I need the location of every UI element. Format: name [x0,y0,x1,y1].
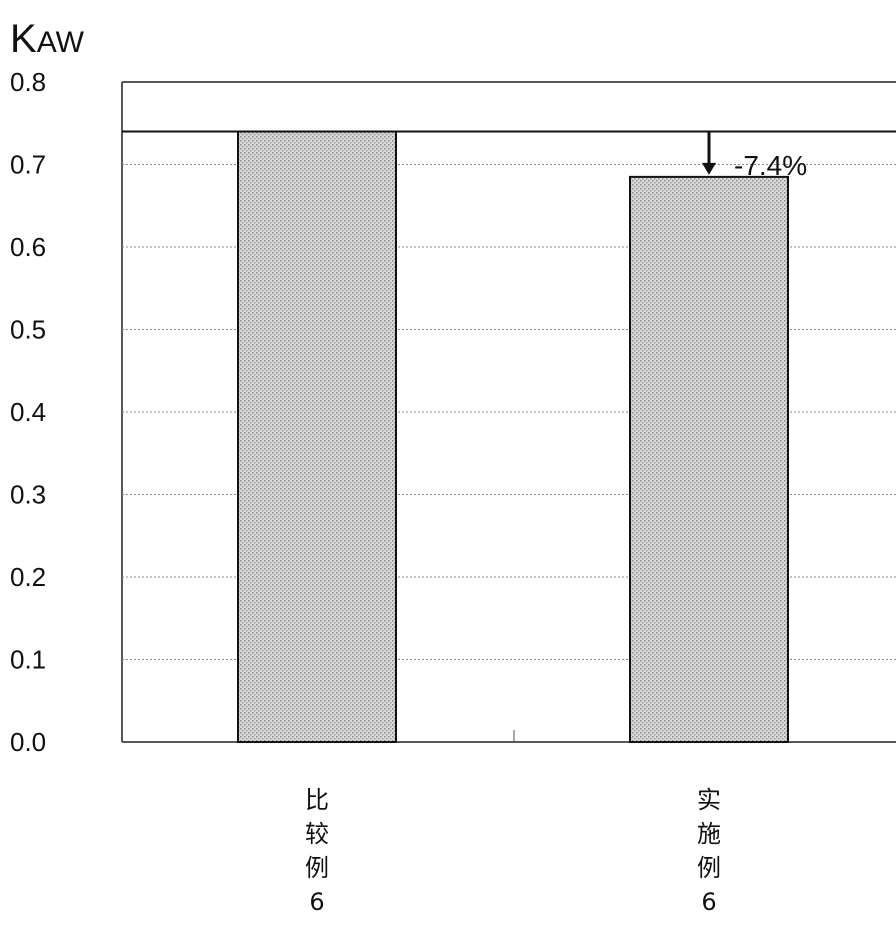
bar [237,130,397,743]
y-tick-label: 0.8 [10,67,46,97]
y-tick-label: 0.7 [10,150,46,180]
y-tick-label: 0.3 [10,480,46,510]
x-category-label-char: 施 [697,820,721,848]
y-axis-label-main: K [10,17,37,61]
y-axis-label: KAW [10,17,85,61]
x-category-label-char: 较 [305,820,329,848]
x-category-label-char: 6 [701,888,716,916]
y-tick-label: 0.0 [10,727,46,757]
y-tick-label: 0.6 [10,232,46,262]
x-category-label-char: 比 [305,786,329,814]
x-category-label-char: 例 [305,854,329,882]
y-tick-label: 0.5 [10,315,46,345]
y-tick-label: 0.2 [10,562,46,592]
bar-layer [237,130,789,743]
annotation-arrow-head [702,162,716,175]
bar [629,175,789,743]
annotation-label: -7.4% [734,150,807,181]
y-tick-label: 0.4 [10,397,46,427]
y-tick-label: 0.1 [10,645,46,675]
x-category-label-char: 6 [309,888,324,916]
x-category-label-char: 例 [697,854,721,882]
x-category-label-char: 实 [697,786,721,814]
y-tick-layer: 0.0 0.1 0.2 0.3 0.4 0.5 0.6 0.7 0.8 [10,67,46,757]
y-axis-label-sub: AW [37,26,85,59]
